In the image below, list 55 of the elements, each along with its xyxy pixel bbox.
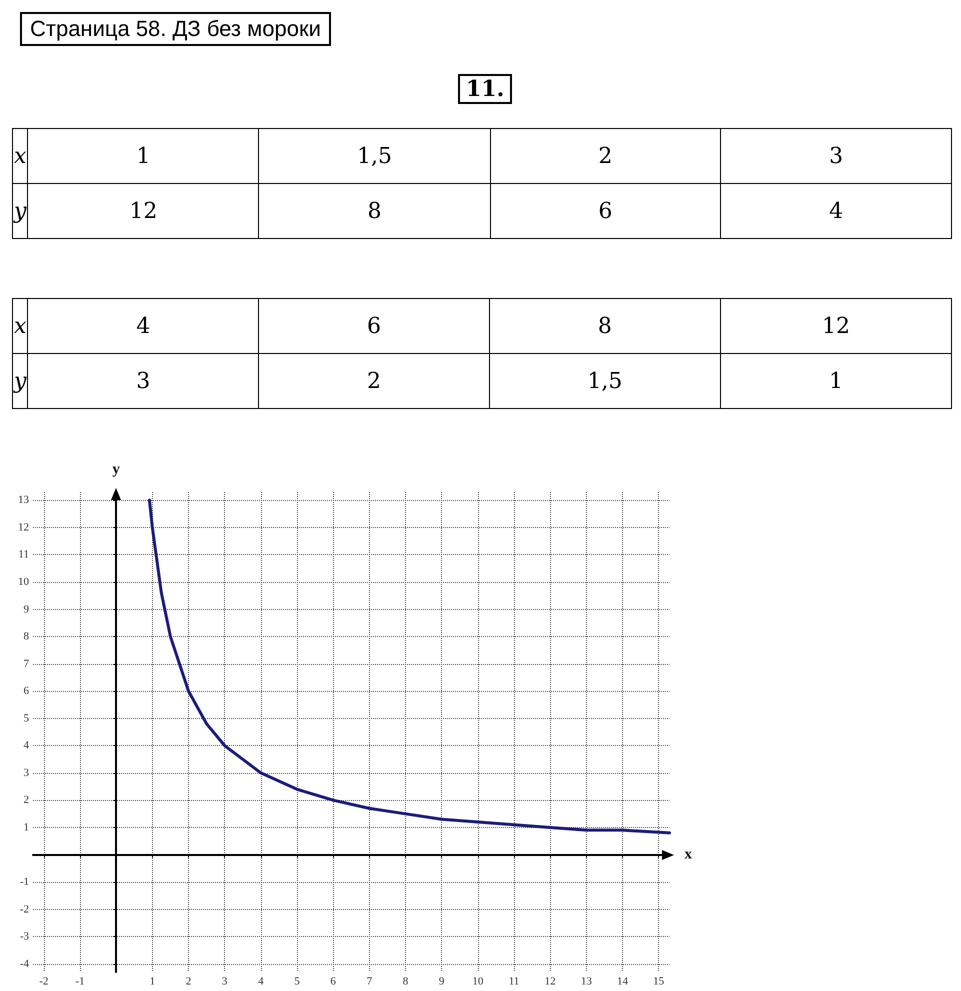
x-tick-label: 5: [294, 976, 300, 988]
y-tick-label: 12: [18, 521, 29, 534]
x-tick-label: 8: [402, 976, 409, 988]
y-tick-label: -1: [20, 876, 29, 888]
text: 2: [490, 128, 721, 184]
y-tick-label: 10: [18, 576, 30, 588]
line-series: [148, 498, 671, 834]
x-tick-label: -2: [39, 976, 48, 988]
y-tick-label: -2: [20, 903, 29, 916]
x-tick-label: 1: [150, 976, 156, 988]
x-tick-label: 14: [616, 976, 628, 988]
x-tick-label: 9: [438, 976, 445, 988]
x-tick-label: 15: [653, 976, 665, 988]
y-tick-label: -3: [20, 930, 30, 943]
x-tick-label: 10: [472, 976, 484, 988]
y-tick-label: 7: [24, 658, 30, 670]
text: 2: [258, 354, 490, 408]
text: 1,5: [258, 128, 490, 184]
x-tick-label: 13: [580, 976, 592, 988]
x-tick-label: -1: [75, 976, 85, 988]
x-tick-label: 6: [330, 976, 336, 988]
y-tick-label: 2: [24, 794, 29, 806]
text: 12: [720, 298, 952, 354]
chart-subtitle: Страница 58. ДЗ без мороки: [20, 12, 331, 46]
text: y: [12, 354, 28, 408]
y-tick-label: 3: [24, 766, 30, 779]
text: 3: [720, 128, 952, 184]
x-tick-label: 11: [508, 976, 520, 988]
text: 4: [720, 184, 952, 238]
text: 6: [258, 298, 490, 354]
text: 1: [720, 354, 952, 408]
x-tick-label: 7: [366, 976, 373, 988]
text: 6: [490, 184, 721, 238]
text: 1,5: [489, 354, 720, 408]
text: 8: [258, 184, 490, 238]
y-tick-label: 4: [24, 740, 30, 752]
y-tick-label: 11: [18, 548, 29, 561]
chart-title: 11.: [458, 74, 512, 104]
y-tick-label: 5: [24, 712, 30, 724]
text: y: [12, 184, 28, 238]
x-tick-label: 2: [186, 976, 192, 988]
x-axis-title: x: [684, 846, 692, 863]
x-tick-label: 4: [258, 976, 264, 988]
text: x: [12, 128, 28, 184]
x-tick-label: 3: [222, 976, 228, 988]
y-tick-label: 6: [24, 685, 30, 698]
y-tick-label: 9: [24, 603, 30, 616]
y-axis-title: y: [112, 462, 120, 478]
y-tick-label: 8: [24, 630, 30, 643]
y-tick-label: 13: [18, 494, 30, 506]
x-tick-label: 12: [544, 976, 556, 988]
text: x: [12, 298, 28, 354]
text: 8: [489, 298, 720, 354]
y-tick-label: 1: [24, 821, 29, 834]
y-tick-label: -4: [20, 958, 30, 970]
